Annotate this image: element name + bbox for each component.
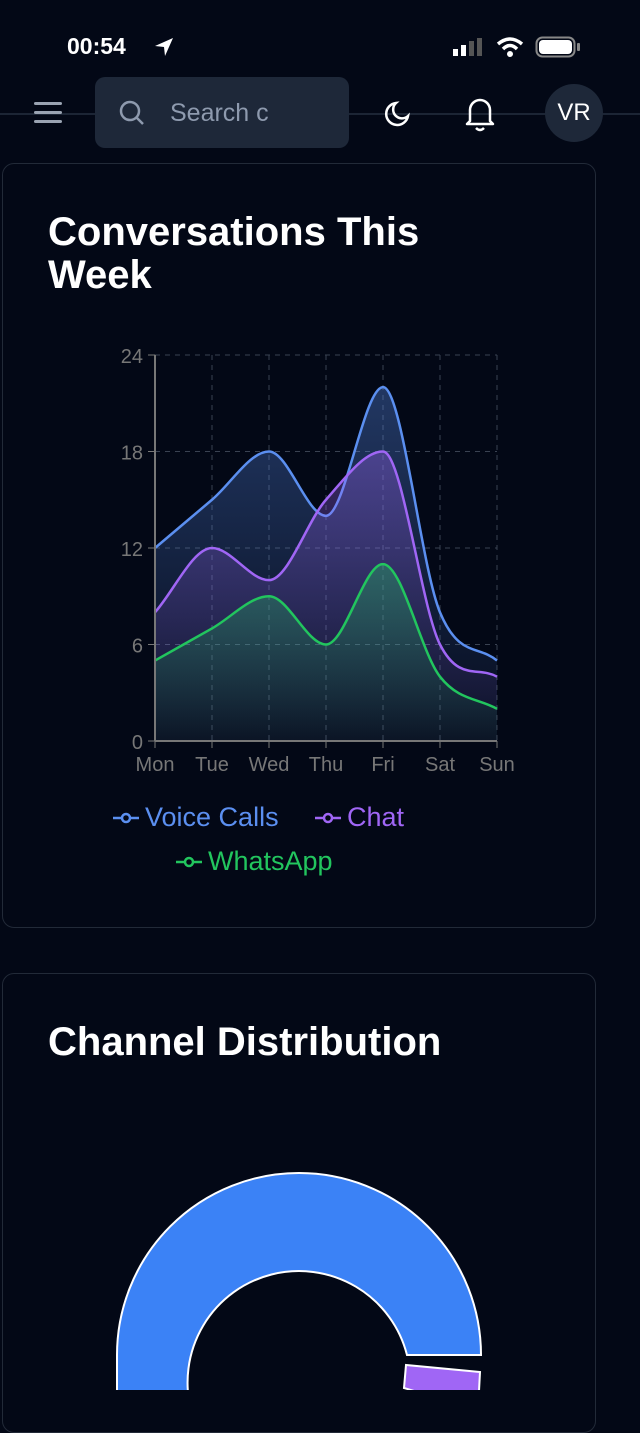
- legend-whatsapp[interactable]: WhatsApp: [176, 846, 333, 877]
- y-tick-label: 24: [121, 346, 143, 368]
- location-arrow-icon: [155, 38, 173, 56]
- search-icon: [119, 100, 144, 125]
- donut-slice-chat[interactable]: [402, 1363, 482, 1390]
- x-tick-label: Thu: [309, 754, 343, 776]
- y-tick-label: 12: [121, 539, 143, 561]
- menu-button[interactable]: [34, 102, 62, 124]
- x-tick-label: Sat: [425, 754, 455, 776]
- avatar[interactable]: VR: [545, 84, 603, 142]
- x-tick-label: Tue: [195, 754, 229, 776]
- wifi-icon: [496, 37, 524, 57]
- card-title: Conversations This Week: [48, 210, 420, 297]
- search-input[interactable]: Search c: [95, 77, 349, 148]
- area-whatsapp: [155, 564, 497, 741]
- clock: 00:54: [67, 33, 126, 59]
- status-bar: 00:54: [0, 0, 640, 80]
- legend-voice-calls[interactable]: Voice Calls: [113, 802, 279, 833]
- y-tick-label: 6: [132, 636, 143, 658]
- x-tick-label: Wed: [249, 754, 290, 776]
- battery-icon: [535, 36, 580, 58]
- y-tick-label: 18: [121, 443, 143, 465]
- signal-icon: [453, 38, 482, 56]
- line-whatsapp: [154, 562, 498, 710]
- line-chat: [154, 450, 498, 678]
- x-tick-label: Fri: [371, 754, 394, 776]
- dark-mode-toggle-icon[interactable]: [383, 100, 411, 128]
- x-tick-label: Mon: [136, 754, 175, 776]
- x-tick-label: Sun: [479, 754, 515, 776]
- channel-donut-chart: [116, 1172, 483, 1390]
- search-placeholder: Search c: [170, 99, 269, 127]
- y-tick-label: 0: [132, 732, 143, 754]
- legend-chat[interactable]: Chat: [315, 802, 404, 833]
- notification-bell-icon[interactable]: [464, 94, 496, 132]
- card-title: Channel Distribution: [48, 1020, 442, 1064]
- donut-slice-voice[interactable]: [116, 1172, 483, 1390]
- conversations-area-chart: 0 6 12 18 24 Mon Tue Wed Thu Fri Sat Sun: [121, 346, 515, 776]
